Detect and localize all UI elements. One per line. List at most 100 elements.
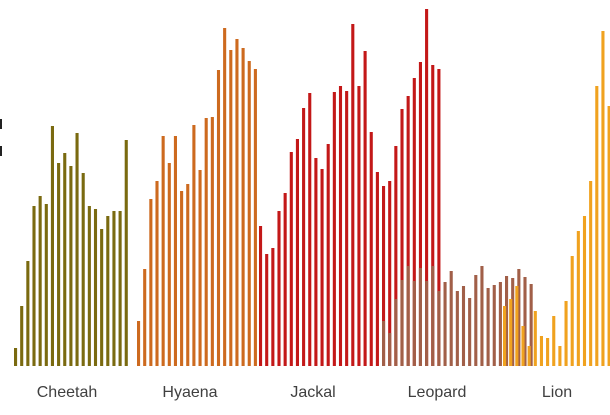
bar-hyaena-5 <box>161 136 165 366</box>
category-label-jackal: Jackal <box>290 384 335 401</box>
bar-cheetah-11 <box>75 133 79 366</box>
bar-leopard-4 <box>400 280 404 366</box>
bar-hyaena-1 <box>137 321 141 366</box>
bar-leopard-1 <box>382 321 386 366</box>
bar-jackal-9 <box>308 93 312 366</box>
category-label-leopard: Leopard <box>408 384 467 401</box>
bar-lion-4 <box>521 326 525 366</box>
bar-lion-6 <box>533 311 537 366</box>
bar-leopard-21 <box>505 276 509 366</box>
bar-hyaena-20 <box>253 69 257 366</box>
bar-cheetah-3 <box>26 261 30 366</box>
bar-leopard-7 <box>418 268 422 366</box>
bar-leopard-14 <box>461 286 466 366</box>
bar-lion-14 <box>582 216 587 366</box>
bar-cheetah-5 <box>38 196 42 366</box>
bar-lion-12 <box>570 256 574 366</box>
bar-cheetah-15 <box>100 229 104 366</box>
bar-hyaena-18 <box>241 48 245 366</box>
bar-lion-10 <box>558 346 562 366</box>
bar-hyaena-8 <box>180 191 184 366</box>
bar-lion-16 <box>595 86 599 366</box>
bar-hyaena-14 <box>216 70 221 366</box>
bar-cheetah-6 <box>44 204 48 366</box>
bar-jackal-26 <box>412 78 416 366</box>
bar-jackal-27 <box>418 62 422 366</box>
bar-leopard-10 <box>437 291 441 366</box>
bar-jackal-14 <box>338 86 343 366</box>
bar-jackal-15 <box>345 91 349 366</box>
bar-hyaena-10 <box>192 125 196 366</box>
bar-cheetah-4 <box>32 206 36 366</box>
bar-lion-15 <box>589 181 593 366</box>
bar-leopard-24 <box>523 277 527 366</box>
bar-jackal-19 <box>369 132 373 366</box>
bar-lion-2 <box>509 299 513 366</box>
bar-jackal-2 <box>265 254 269 366</box>
bar-cheetah-8 <box>57 163 61 366</box>
bar-jackal-12 <box>326 144 330 366</box>
bar-cheetah-14 <box>93 209 98 366</box>
bar-cheetah-2 <box>20 306 24 366</box>
bar-leopard-25 <box>529 284 533 366</box>
bar-jackal-23 <box>394 146 398 366</box>
bar-leopard-22 <box>511 278 515 366</box>
bar-leopard-2 <box>388 333 392 366</box>
category-label-cheetah: Cheetah <box>37 384 98 401</box>
bar-hyaena-7 <box>173 136 177 366</box>
bar-hyaena-13 <box>210 117 214 366</box>
bar-lion-7 <box>539 336 543 366</box>
category-label-hyaena: Hyaena <box>162 384 217 401</box>
bar-lion-3 <box>515 286 519 366</box>
bar-jackal-4 <box>277 211 281 366</box>
bar-jackal-8 <box>302 108 306 366</box>
bar-lion-11 <box>564 301 568 366</box>
bar-lion-13 <box>576 231 580 366</box>
bar-hyaena-19 <box>247 61 251 366</box>
bar-jackal-21 <box>382 186 386 366</box>
bar-cheetah-13 <box>87 206 91 366</box>
bar-leopard-5 <box>406 266 410 366</box>
bar-jackal-28 <box>425 9 429 366</box>
bar-leopard-13 <box>455 291 459 366</box>
bar-lion-18 <box>607 106 610 366</box>
bar-hyaena-3 <box>149 199 153 366</box>
bar-cheetah-17 <box>112 211 116 366</box>
bar-cheetah-18 <box>118 211 122 366</box>
bar-hyaena-16 <box>229 50 233 366</box>
bar-jackal-11 <box>320 169 324 366</box>
bar-hyaena-17 <box>235 39 239 366</box>
bar-cheetah-7 <box>50 126 54 366</box>
bar-hyaena-9 <box>186 184 190 366</box>
bar-leopard-3 <box>394 299 398 366</box>
bar-leopard-20 <box>498 282 502 366</box>
bar-hyaena-11 <box>198 170 202 366</box>
bar-lion-1 <box>503 306 507 366</box>
bar-jackal-10 <box>314 158 318 366</box>
bar-leopard-6 <box>412 281 416 366</box>
bar-lion-8 <box>546 338 550 366</box>
bar-cheetah-10 <box>69 166 73 366</box>
bar-jackal-24 <box>400 109 404 366</box>
bar-leopard-16 <box>474 275 478 366</box>
bar-jackal-20 <box>375 172 379 366</box>
bar-hyaena-4 <box>155 181 159 366</box>
bar-lion-9 <box>552 316 556 366</box>
clipped-legend-fragment <box>0 119 2 129</box>
category-label-lion: Lion <box>542 384 572 401</box>
bar-leopard-15 <box>468 298 472 366</box>
bar-leopard-18 <box>486 288 490 366</box>
bar-jackal-22 <box>388 181 392 366</box>
bar-hyaena-2 <box>143 269 147 366</box>
bar-leopard-23 <box>517 269 521 366</box>
bar-leopard-11 <box>443 282 447 366</box>
bar-lion-17 <box>601 31 605 366</box>
bar-hyaena-12 <box>204 118 208 366</box>
category-labels: Cheetah Hyaena Jackal Leopard Lion <box>37 384 572 401</box>
bar-jackal-1 <box>259 226 263 366</box>
bar-leopard-19 <box>492 285 496 366</box>
bar-jackal-3 <box>271 248 275 366</box>
bars-layer <box>14 9 610 366</box>
